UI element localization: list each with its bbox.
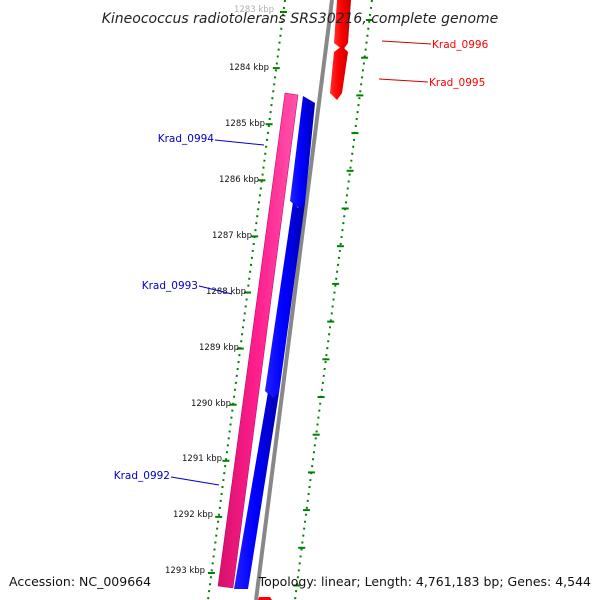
tick-label: 1286 kbp — [219, 175, 259, 185]
gene-krad-0992 — [234, 392, 279, 589]
gene-krad-0994 — [290, 96, 315, 209]
left-tick-line — [207, 0, 286, 600]
tick-label: 1293 kbp — [165, 566, 205, 576]
gene-label-krad-0996[interactable]: Krad_0996 — [432, 39, 489, 51]
tick-label: 1284 kbp — [229, 63, 269, 73]
gene-krad-0995 — [330, 46, 348, 100]
gene-fragment-bottom — [258, 597, 272, 600]
tick-label: 1289 kbp — [199, 343, 239, 353]
tick-label: 1288 kbp — [206, 287, 246, 297]
leader-line-krad-0992 — [170, 476, 220, 486]
leader-line-krad-0993 — [198, 285, 233, 295]
tick-labels: 1283 kbp 1284 kbp 1285 kbp 1286 kbp 1287… — [165, 5, 274, 576]
gene-krad-0996 — [334, 0, 351, 50]
right-major-ticks — [293, 19, 373, 587]
genome-backbone — [254, 0, 334, 600]
gene-label-krad-0992[interactable]: Krad_0992 — [114, 470, 170, 482]
gene-label-krad-0993[interactable]: Krad_0993 — [142, 280, 198, 292]
tick-label: 1290 kbp — [191, 399, 231, 409]
tick-label: 1292 kbp — [173, 510, 213, 520]
genome-title: Kineococcus radiotolerans SRS30216, comp… — [102, 11, 499, 27]
tick-label: 1285 kbp — [225, 119, 265, 129]
leader-line-krad-0994 — [214, 139, 265, 146]
gene-label-krad-0995[interactable]: Krad_0995 — [429, 77, 485, 89]
gene-label-krad-0994[interactable]: Krad_0994 — [158, 133, 215, 145]
leader-line-krad-0996 — [381, 40, 432, 45]
accession-text: Accession: NC_009664 — [9, 574, 151, 589]
leader-line-krad-0995 — [378, 78, 429, 83]
tick-label: 1283 kbp — [234, 5, 274, 15]
right-tick-line — [294, 0, 373, 600]
genome-summary-text: Topology: linear; Length: 4,761,183 bp; … — [258, 574, 591, 589]
tick-label: 1287 kbp — [212, 231, 252, 241]
tick-label: 1291 kbp — [182, 454, 222, 464]
region-bar — [217, 92, 299, 589]
gene-krad-0993 — [265, 202, 305, 399]
left-major-ticks — [208, 11, 287, 574]
